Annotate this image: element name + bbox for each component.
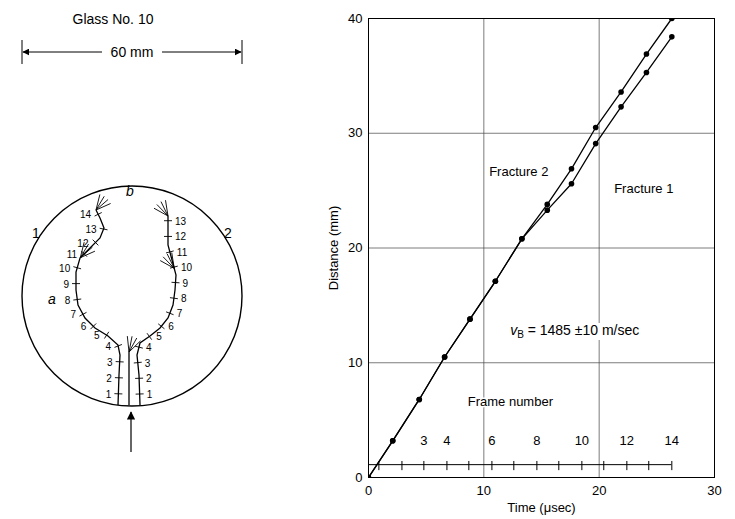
svg-text:a: a [48, 291, 56, 307]
svg-text:5: 5 [156, 331, 162, 342]
svg-text:14: 14 [665, 433, 679, 448]
svg-text:9: 9 [63, 279, 69, 290]
svg-text:3: 3 [107, 357, 113, 368]
svg-text:Fracture 1: Fracture 1 [614, 180, 673, 195]
svg-text:1: 1 [147, 389, 153, 400]
svg-text:6: 6 [168, 321, 174, 332]
svg-text:7: 7 [177, 308, 183, 319]
html-text:vB= 1485 ±10 m/sec: vB= 1485 ±10 m/sec [510, 321, 640, 340]
svg-text:10: 10 [59, 263, 71, 274]
svg-text:12: 12 [620, 433, 634, 448]
svg-text:2: 2 [146, 373, 152, 384]
svg-text:30: 30 [707, 483, 721, 498]
svg-text:10: 10 [477, 483, 491, 498]
svg-text:13: 13 [175, 216, 187, 227]
svg-text:4: 4 [106, 341, 112, 352]
svg-text:20: 20 [348, 240, 362, 255]
svg-text:12: 12 [77, 237, 89, 249]
svg-text:0: 0 [365, 483, 372, 498]
svg-text:4: 4 [146, 342, 152, 353]
svg-text:14: 14 [80, 209, 92, 220]
svg-text:11: 11 [67, 249, 78, 260]
svg-text:2: 2 [224, 225, 232, 241]
svg-text:13: 13 [85, 224, 97, 235]
svg-text:11: 11 [177, 247, 188, 258]
svg-text:6: 6 [81, 321, 87, 332]
svg-text:1: 1 [32, 225, 40, 241]
svg-text:0: 0 [355, 470, 362, 485]
svg-text:8: 8 [181, 293, 187, 304]
svg-text:6: 6 [488, 433, 495, 448]
svg-text:Fracture 2: Fracture 2 [489, 164, 548, 179]
svg-text:8: 8 [533, 433, 540, 448]
svg-text:10: 10 [348, 355, 362, 370]
svg-text:30: 30 [348, 125, 362, 140]
svg-text:b: b [126, 183, 134, 199]
svg-text:60 mm: 60 mm [111, 44, 154, 60]
svg-text:10: 10 [181, 262, 193, 273]
svg-text:9: 9 [182, 278, 188, 289]
svg-text:8: 8 [65, 295, 71, 306]
svg-text:4: 4 [443, 433, 450, 448]
svg-text:10: 10 [575, 433, 589, 448]
svg-text:Glass No. 10: Glass No. 10 [73, 11, 154, 27]
svg-text:20: 20 [592, 483, 606, 498]
svg-text:Frame number: Frame number [468, 394, 554, 409]
svg-text:Time (μsec): Time (μsec) [507, 500, 575, 515]
svg-text:3: 3 [420, 433, 427, 448]
svg-text:40: 40 [348, 11, 362, 26]
svg-text:3: 3 [145, 358, 151, 369]
svg-text:5: 5 [94, 330, 100, 341]
svg-text:Distance (mm): Distance (mm) [326, 206, 341, 291]
svg-text:7: 7 [70, 309, 76, 320]
svg-text:2: 2 [106, 373, 112, 384]
svg-text:12: 12 [175, 231, 187, 242]
svg-text:1: 1 [106, 389, 112, 400]
